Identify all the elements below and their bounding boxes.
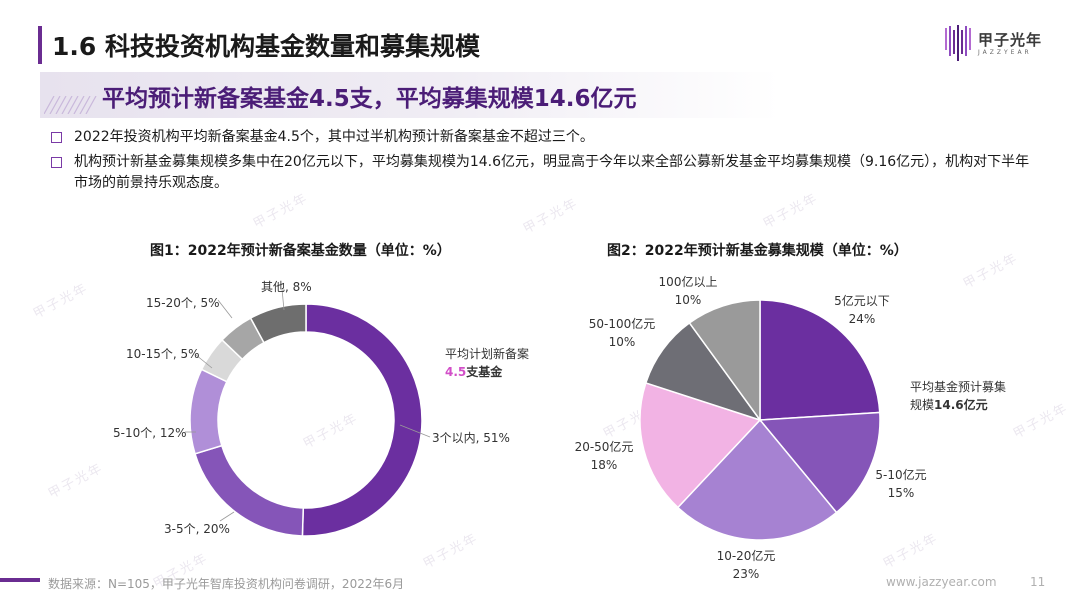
logo-text: 甲子光年 bbox=[978, 31, 1043, 49]
chart2-label-pct: 23% bbox=[732, 567, 760, 581]
subtitle-band bbox=[40, 72, 780, 118]
logo-subtext: JAZZYEAR bbox=[978, 49, 1032, 56]
chart1-label-under-3: 3个以内, 51% bbox=[432, 431, 510, 445]
chart2-label-over-100: 100亿以上 10% bbox=[655, 273, 721, 309]
watermark-text: 甲子光年 bbox=[45, 460, 106, 502]
chart2-note-line1: 平均基金预计募集 bbox=[910, 380, 1007, 394]
chart2-label-5-10: 5-10亿元 15% bbox=[871, 466, 931, 502]
subtitle-stripes-decoration bbox=[44, 96, 97, 114]
chart2-note-prefix: 规模 bbox=[910, 398, 935, 412]
watermark-text: 甲子光年 bbox=[300, 410, 361, 452]
chart2-label-50-100: 50-100亿元 10% bbox=[584, 315, 660, 351]
chart2-label-10-20: 10-20亿元 23% bbox=[711, 547, 781, 583]
subtitle: 平均预计新备案基金4.5支，平均募集规模14.6亿元 bbox=[102, 86, 637, 112]
chart2-label-pct: 18% bbox=[590, 458, 618, 472]
chart2-slice-2 bbox=[676, 418, 838, 541]
chart2-note: 平均基金预计募集 规模14.6亿元 bbox=[910, 378, 1006, 414]
chart1-label-10-15: 10-15个, 5% bbox=[126, 347, 200, 361]
chart2-label-under-5: 5亿元以下 24% bbox=[832, 292, 892, 328]
chart2-slice-5 bbox=[688, 299, 761, 423]
chart2-title: 图2：2022年预计新基金募集规模（单位：%） bbox=[607, 243, 908, 259]
chart1-note-value: 4.5 bbox=[445, 365, 467, 379]
chart2-label-name: 20-50亿元 bbox=[574, 440, 634, 454]
chart1-note-line2: 4.5支基金 bbox=[445, 363, 529, 381]
chart1-leader-line bbox=[217, 299, 233, 319]
chart2-label-name: 10-20亿元 bbox=[716, 549, 776, 563]
chart1-title: 图1：2022年预计新备案基金数量（单位：%） bbox=[150, 243, 451, 259]
chart2-label-20-50: 20-50亿元 18% bbox=[566, 438, 642, 474]
chart1-slice-4 bbox=[221, 317, 266, 361]
footer-source: 数据来源：N=105，甲子光年智库投资机构问卷调研，2022年6月 bbox=[48, 577, 405, 591]
footer-accent-bar bbox=[0, 578, 40, 582]
chart1-label-5-10: 5-10个, 12% bbox=[113, 426, 187, 440]
chart1-slice-5 bbox=[249, 303, 307, 344]
chart1-leader-line bbox=[399, 424, 431, 438]
brand-logo: 甲子光年 JAZZYEAR bbox=[944, 24, 1054, 64]
bullet-item: 2022年投资机构平均新备案基金4.5个，其中过半机构预计新备案基金不超过三个。 bbox=[48, 127, 1038, 148]
chart2-label-pct: 10% bbox=[608, 335, 636, 349]
bullet-square-icon bbox=[51, 132, 62, 143]
chart2-slice-1 bbox=[758, 411, 881, 514]
bullet-list: 2022年投资机构平均新备案基金4.5个，其中过半机构预计新备案基金不超过三个。… bbox=[48, 127, 1038, 198]
page-number: 11 bbox=[1030, 575, 1046, 589]
chart2-slice-3 bbox=[639, 381, 762, 509]
chart1-slice-0 bbox=[301, 303, 423, 537]
bullet-text: 2022年投资机构平均新备案基金4.5个，其中过半机构预计新备案基金不超过三个。 bbox=[74, 129, 594, 145]
logo-mark-icon bbox=[945, 25, 971, 61]
chart1-label-3-5: 3-5个, 20% bbox=[164, 522, 230, 536]
watermark-text: 甲子光年 bbox=[520, 195, 581, 237]
bullet-item: 机构预计新基金募集规模多集中在20亿元以下，平均募集规模为14.6亿元，明显高于… bbox=[48, 152, 1038, 194]
bullet-square-icon bbox=[51, 157, 62, 168]
watermark-text: 甲子光年 bbox=[420, 530, 481, 572]
chart2-label-pct: 24% bbox=[848, 312, 876, 326]
chart1-label-other: 其他, 8% bbox=[261, 280, 312, 294]
watermark-text: 甲子光年 bbox=[880, 530, 941, 572]
chart1-note-line1: 平均计划新备案 bbox=[445, 347, 530, 361]
chart2-label-pct: 15% bbox=[887, 486, 915, 500]
watermark-text: 甲子光年 bbox=[960, 250, 1021, 292]
chart1-slice-2 bbox=[189, 368, 228, 455]
bullet-text: 机构预计新基金募集规模多集中在20亿元以下，平均募集规模为14.6亿元，明显高于… bbox=[74, 154, 1030, 191]
chart1-note-suffix: 支基金 bbox=[466, 365, 503, 379]
chart2-label-name: 5-10亿元 bbox=[875, 468, 927, 482]
chart2-label-name: 5亿元以下 bbox=[834, 294, 890, 308]
chart1-slice-3 bbox=[200, 338, 244, 383]
chart2-note-value: 14.6亿元 bbox=[934, 398, 988, 412]
title-accent-bar bbox=[38, 26, 42, 64]
chart2-label-name: 100亿以上 bbox=[658, 275, 718, 289]
footer-url: www.jazzyear.com bbox=[886, 575, 997, 589]
watermark-text: 甲子光年 bbox=[1010, 400, 1071, 442]
chart2-slice-4 bbox=[644, 321, 762, 422]
chart2-note-line2: 规模14.6亿元 bbox=[910, 396, 1006, 414]
chart1-center-note: 平均计划新备案 4.5支基金 bbox=[445, 345, 529, 381]
chart2-label-pct: 10% bbox=[674, 293, 702, 307]
watermark-text: 甲子光年 bbox=[600, 400, 661, 442]
chart2-label-name: 50-100亿元 bbox=[588, 317, 656, 331]
chart1-label-15-20: 15-20个, 5% bbox=[146, 296, 220, 310]
watermark-text: 甲子光年 bbox=[30, 280, 91, 322]
page-title: 1.6 科技投资机构基金数量和募集规模 bbox=[52, 32, 480, 61]
